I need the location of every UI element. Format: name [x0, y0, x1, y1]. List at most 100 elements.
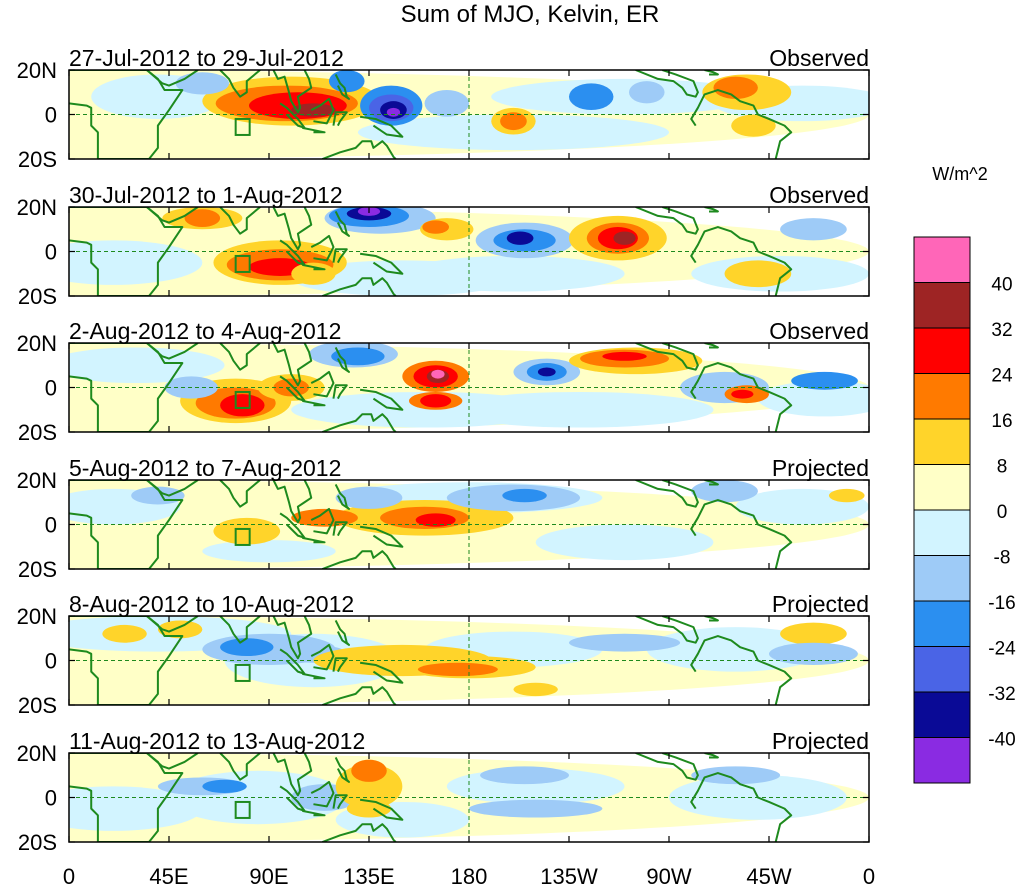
coastline [321, 413, 397, 432]
anomaly-contour [386, 107, 401, 117]
coastline [279, 785, 306, 812]
colorbar-label: 32 [991, 320, 1012, 341]
region-box [234, 663, 251, 682]
panel-status: Observed [769, 45, 869, 71]
coastline [704, 207, 719, 213]
colorbar-units: W/m^2 [932, 164, 987, 184]
colorbar-swatch [913, 555, 971, 602]
anomaly-contour [329, 70, 365, 93]
colorbar-swatch [913, 737, 971, 784]
panel-status: Observed [769, 182, 869, 208]
coastline [279, 648, 306, 675]
coastline [272, 616, 313, 660]
coastline [704, 753, 719, 759]
coastline [704, 480, 719, 486]
coastline [310, 643, 335, 671]
anomaly-contour [731, 114, 776, 137]
coastline [332, 521, 348, 537]
colorbar-swatch [913, 464, 971, 511]
anomaly-contour [757, 380, 869, 417]
panel-date-range: 11-Aug-2012 to 13-Aug-2012 [69, 728, 365, 754]
lon-label: 90E [249, 864, 288, 889]
anomaly-contour [335, 486, 403, 509]
panel-status: Projected [772, 591, 869, 617]
anomaly-contour [829, 488, 865, 503]
lat-label: 20S [18, 830, 57, 855]
coastline [302, 126, 326, 134]
lat-label: 20N [17, 195, 57, 220]
anomaly-contour [69, 347, 225, 384]
coastline [359, 798, 404, 821]
coastline [359, 661, 404, 684]
coastline [359, 388, 404, 411]
coastline [310, 780, 335, 808]
colorbar-label: -16 [988, 593, 1015, 614]
lon-label: 45E [149, 864, 188, 889]
anomaly-contour [424, 90, 469, 117]
anomaly-contour [220, 394, 265, 417]
colorbar-label: 40 [991, 275, 1012, 296]
coastline [219, 480, 261, 508]
anomaly-field [69, 70, 869, 159]
coastline [704, 343, 719, 349]
coastline [272, 70, 313, 114]
coastline [321, 277, 397, 296]
anomaly-contour [506, 231, 534, 245]
lat-label: 20S [18, 557, 57, 582]
anomaly-contour [422, 220, 449, 234]
coastline [302, 536, 326, 544]
coastline [334, 74, 350, 100]
map-panels: 20N 0 20S 27-Jul-2012 to 29-Jul-2012 Observe… [17, 45, 870, 855]
map-panel: 20N 0 20S 27-Jul-2012 to 29-Jul-2012 Observe… [17, 45, 870, 172]
lat-label: 20S [18, 420, 57, 445]
coastline [321, 140, 397, 159]
coastline [302, 263, 326, 271]
coastline [219, 70, 261, 98]
coastline [635, 616, 699, 644]
coastline [359, 252, 404, 275]
anomaly-contour [469, 799, 603, 818]
colorbar-label: 8 [997, 457, 1008, 478]
anomaly-field [69, 207, 869, 296]
coastline [272, 207, 313, 251]
coastline [704, 70, 719, 76]
panel-date-range: 30-Jul-2012 to 1-Aug-2012 [69, 182, 343, 208]
coastline [321, 686, 397, 705]
coastline [635, 70, 699, 98]
panel-status: Projected [772, 455, 869, 481]
coastline [146, 616, 199, 633]
coastline [690, 635, 793, 705]
region-box [234, 390, 251, 409]
coastline [635, 753, 699, 781]
anomaly-contour [513, 682, 558, 697]
coastline [321, 823, 397, 842]
lon-label: 0 [863, 864, 875, 889]
colorbar-label: 24 [991, 366, 1013, 387]
coastline [332, 384, 348, 400]
coastline [359, 525, 404, 548]
coastline [334, 211, 350, 237]
anomaly-contour [613, 231, 636, 245]
coastline [332, 111, 348, 127]
panel-status: Observed [769, 318, 869, 344]
coastline [310, 507, 335, 535]
lat-label: 20S [18, 693, 57, 718]
anomaly-contour [184, 209, 221, 228]
coastline [334, 757, 350, 783]
lon-label: 135E [343, 864, 394, 889]
coastline [310, 370, 335, 398]
lat-label: 20N [17, 58, 57, 83]
coastline [334, 347, 350, 373]
coastline [272, 753, 313, 797]
colorbar-swatch [913, 282, 971, 329]
anomaly-contour [602, 351, 647, 361]
lat-label: 0 [45, 376, 57, 401]
lon-label: 90W [646, 864, 691, 889]
colorbar-label: 16 [991, 411, 1012, 432]
map-panel: 20N 0 20S 11-Aug-2012 to 13-Aug-2012 Project… [17, 728, 870, 855]
coastline [334, 484, 350, 510]
coastline [690, 772, 793, 842]
coastline [272, 480, 313, 524]
colorbar-swatch [913, 646, 971, 693]
